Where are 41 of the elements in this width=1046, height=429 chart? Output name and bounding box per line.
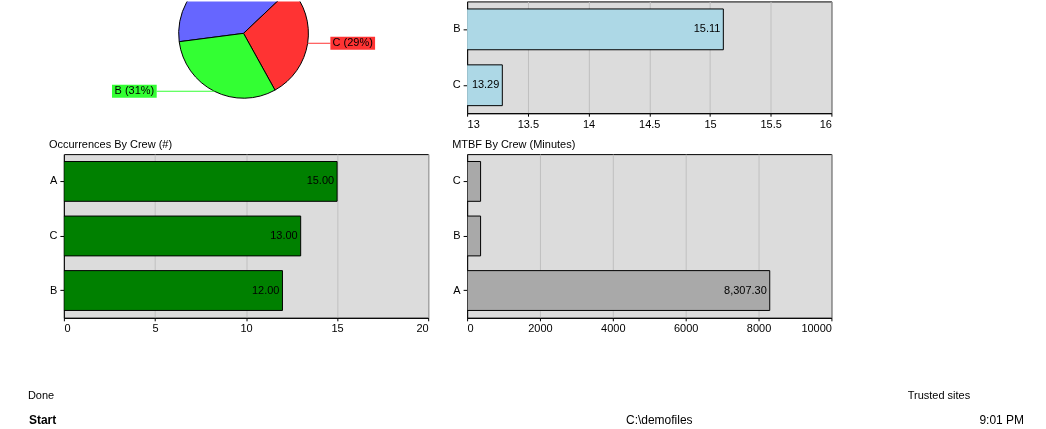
- y-tick-label: A: [50, 174, 59, 187]
- chart-title: MTBF By Crew (Minutes): [452, 138, 576, 151]
- x-tick-label: 4000: [601, 322, 626, 335]
- x-tick-label: 15: [331, 322, 344, 335]
- data-label: 12.00: [252, 283, 280, 296]
- text: Start: [28, 413, 57, 428]
- x-tick-label: 10000: [801, 322, 832, 335]
- x-tick-label: 13: [467, 117, 480, 130]
- data-label: 13.00: [270, 228, 298, 241]
- x-tick-label: 15.5: [760, 117, 782, 130]
- x-tick-label: 15: [704, 117, 717, 130]
- x-tick-label: 14: [582, 117, 596, 130]
- chart-title: Occurrences By Crew (#): [48, 138, 173, 151]
- y-tick-label: B: [50, 283, 58, 296]
- y-tick-label: B: [453, 228, 461, 241]
- data-label: 13.29: [471, 78, 500, 91]
- x-tick-label: 6000: [673, 322, 699, 335]
- text: Trusted sites: [907, 388, 971, 401]
- x-tick-label: 8000: [746, 322, 772, 335]
- slice-label: C (29%): [332, 36, 373, 49]
- data-label: 15.11: [693, 22, 721, 35]
- y-tick-label: C: [49, 228, 58, 241]
- text: Done: [27, 388, 55, 401]
- text: C:\demofiles: [626, 413, 693, 428]
- x-tick-label: 20: [416, 322, 429, 335]
- x-tick-label: 0: [64, 322, 71, 335]
- y-tick-label: C: [452, 174, 461, 187]
- x-tick-label: 14.5: [639, 117, 661, 130]
- x-tick-label: 5: [152, 322, 159, 335]
- slice-label: B (31%): [114, 84, 155, 97]
- y-tick-label: B: [453, 22, 461, 35]
- y-tick-label: A: [453, 283, 462, 296]
- x-tick-label: 2000: [528, 322, 553, 335]
- y-tick-label: C: [452, 78, 461, 91]
- x-tick-label: 10: [240, 322, 253, 335]
- x-tick-label: 0: [467, 322, 474, 335]
- data-label: 8,307.30: [724, 283, 767, 296]
- data-label: 15.00: [306, 174, 335, 187]
- x-tick-label: 13.5: [517, 117, 539, 130]
- x-tick-label: 16: [819, 117, 832, 130]
- text: 9:01 PM: [979, 413, 1025, 428]
